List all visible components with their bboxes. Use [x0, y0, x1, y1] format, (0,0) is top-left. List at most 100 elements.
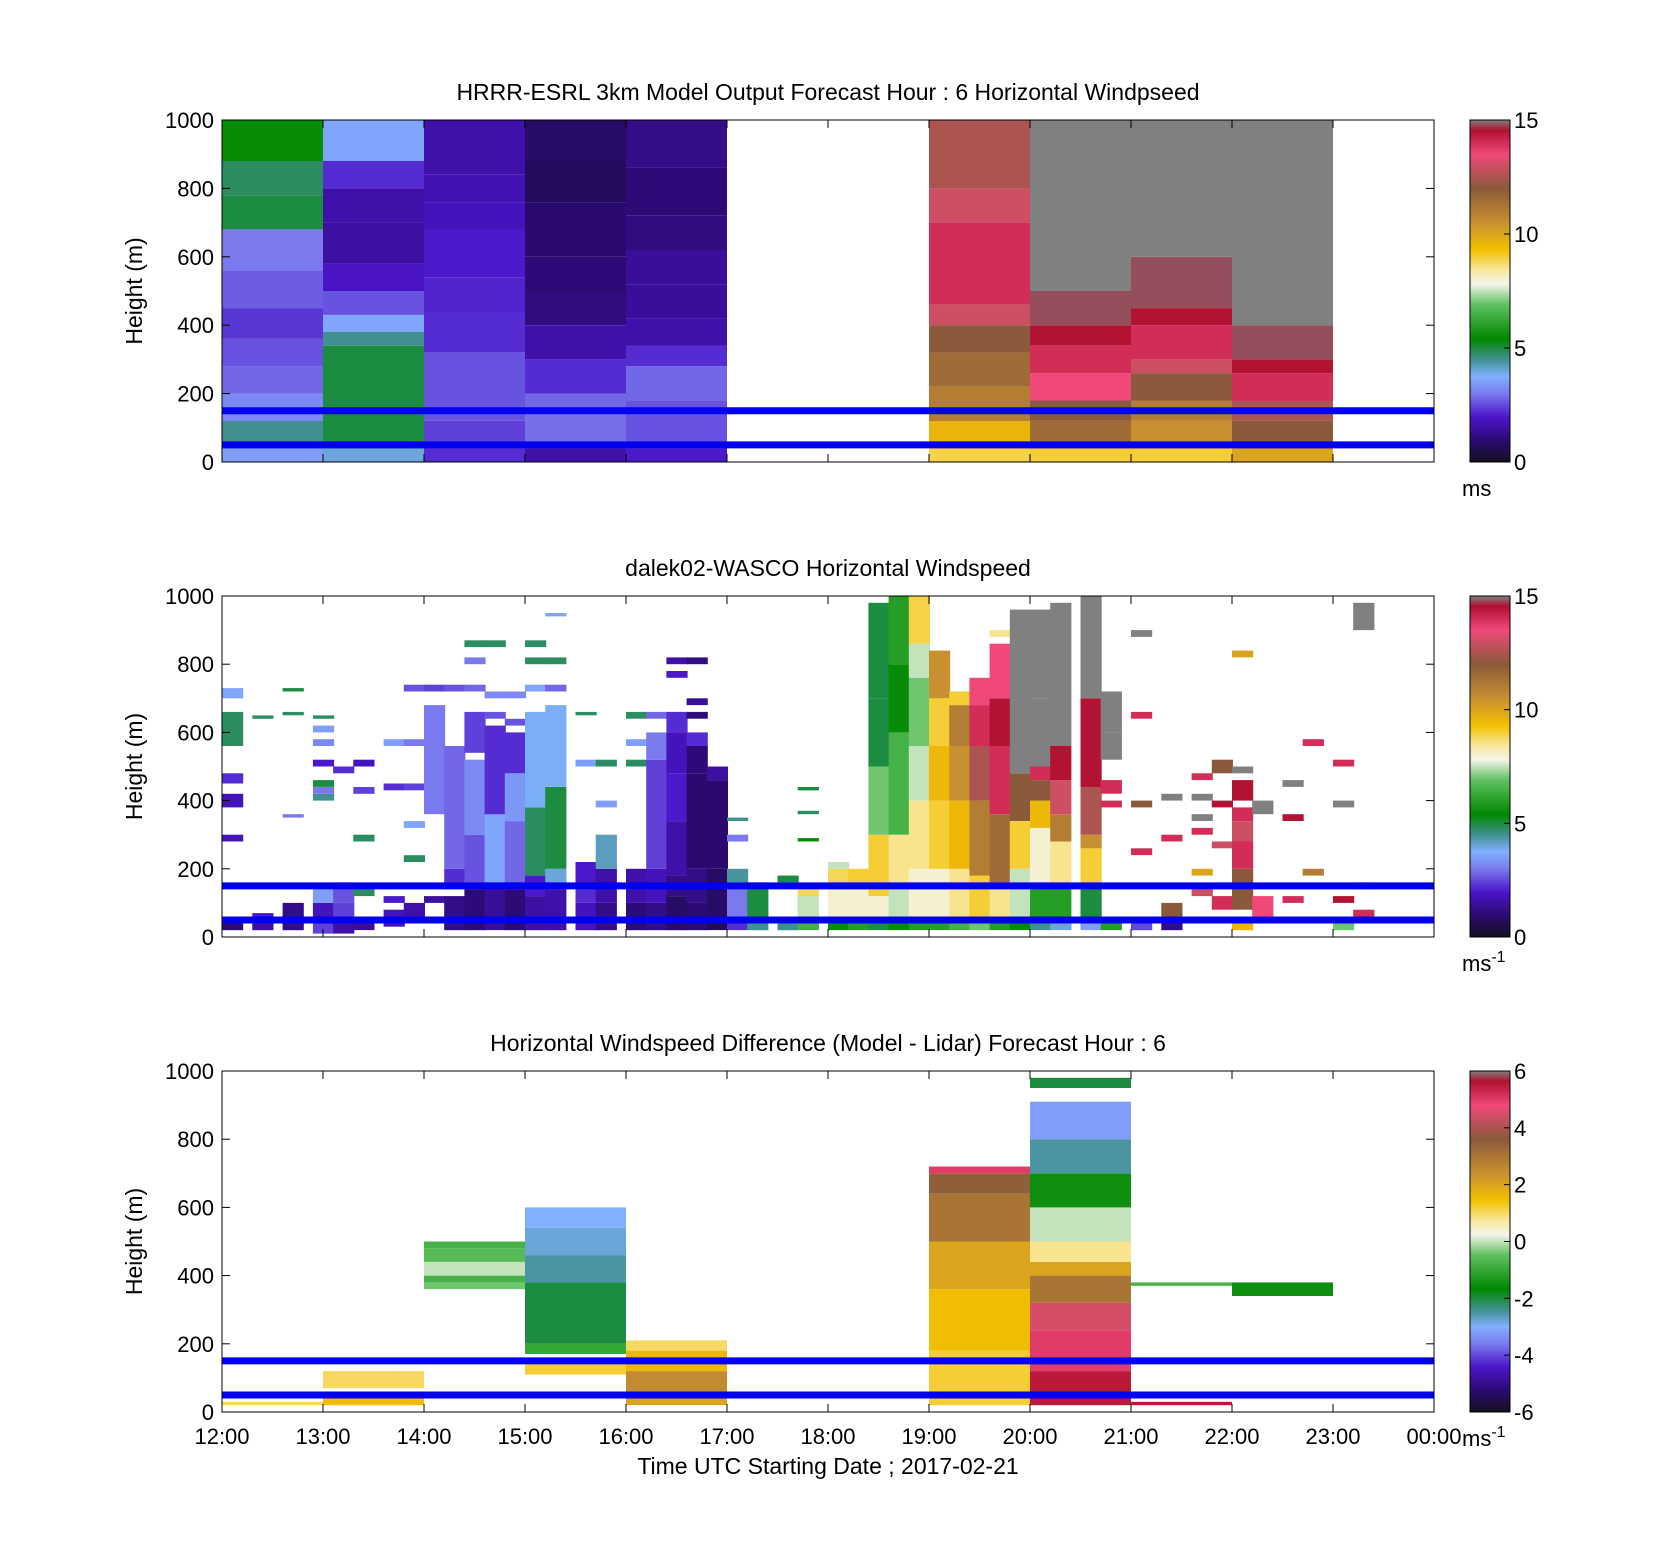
data-cell-2-25-4	[797, 810, 819, 815]
data-cell-1-1-9	[323, 161, 424, 189]
data-cell-1-3-9	[525, 120, 626, 161]
y-tick-label: 200	[177, 1332, 214, 1357]
colorbar-tick-label: 15	[1514, 108, 1538, 133]
data-cell-2-22-2	[727, 868, 749, 883]
data-cell-2-49-0	[1353, 909, 1375, 917]
data-cell-2-16-3	[595, 800, 617, 808]
data-cell-1-2-8	[424, 174, 525, 203]
data-cell-2-35-1	[1009, 868, 1031, 917]
data-cell-3-7-0	[1131, 1401, 1232, 1406]
data-cell-2-35-4	[1009, 609, 1031, 774]
data-cell-2-18-2	[646, 841, 668, 869]
data-cell-3-3-5	[525, 1207, 626, 1228]
data-cell-2-36-1	[1030, 882, 1052, 917]
data-cell-3-5-5	[929, 1166, 1030, 1174]
y-tick-label: 600	[177, 245, 214, 270]
data-cell-2-33-3	[969, 746, 991, 801]
data-cell-2-44-3	[1232, 821, 1254, 842]
data-cell-2-45-0	[1252, 896, 1274, 917]
data-cell-3-5-3	[929, 1193, 1030, 1242]
data-cell-2-24-0	[777, 923, 799, 931]
data-cell-1-8-0	[1232, 448, 1333, 462]
data-cell-2-14-6	[545, 613, 567, 617]
data-cell-2-15-2	[575, 862, 597, 883]
data-cell-2-3-6	[312, 759, 335, 767]
data-cell-1-0-0	[222, 448, 323, 462]
colorbar-tick-label: 0	[1514, 450, 1526, 475]
data-cell-3-2-1	[424, 1275, 525, 1283]
data-cell-3-6-4	[1030, 1262, 1131, 1276]
data-cell-2-14-4	[545, 684, 567, 692]
data-cell-2-48-2	[1333, 800, 1355, 808]
data-cell-3-6-3	[1030, 1275, 1131, 1303]
data-cell-2-40-3	[1131, 711, 1153, 719]
data-cell-2-6-1	[383, 896, 405, 903]
data-cell-1-2-4	[424, 311, 525, 353]
data-cell-2-7-2	[403, 821, 425, 828]
data-cell-2-44-2	[1232, 841, 1254, 869]
y-tick-label: 400	[177, 313, 214, 338]
data-cell-1-6-4	[1030, 345, 1131, 374]
data-cell-2-35-2	[1009, 821, 1031, 869]
data-cell-2-37-4	[1050, 780, 1072, 815]
data-cell-2-44-0	[1232, 923, 1254, 931]
y-tick-label: 800	[177, 1127, 214, 1152]
data-cell-1-3-3	[525, 359, 626, 394]
y-axis-label: Height (m)	[121, 1188, 147, 1295]
data-cell-2-10-3	[464, 711, 486, 753]
data-cell-1-3-0	[525, 448, 626, 462]
data-cell-2-5-1	[353, 885, 375, 897]
x-tick-label: 15:00	[497, 1424, 552, 1449]
data-cell-2-8-1	[424, 896, 446, 903]
colorbar-tick-label: 2	[1514, 1173, 1526, 1198]
data-cell-2-19-3	[666, 773, 688, 821]
data-cell-1-0-10	[222, 120, 323, 161]
data-cell-1-7-6	[1131, 308, 1232, 326]
data-cell-2-21-2	[706, 780, 728, 869]
data-cell-2-29-3	[888, 732, 910, 835]
data-cell-2-34-5	[989, 643, 1011, 699]
data-cell-2-12-1	[504, 821, 526, 890]
data-cell-1-8-4	[1232, 359, 1333, 374]
y-tick-label: 1000	[165, 584, 214, 609]
data-cell-2-41-0	[1161, 923, 1183, 931]
data-cell-1-0-6	[222, 270, 323, 309]
data-cell-2-31-4	[929, 698, 951, 746]
data-cell-2-9-0	[444, 896, 466, 931]
data-cell-2-18-5	[646, 711, 668, 719]
data-cell-1-2-3	[424, 352, 525, 401]
data-cell-2-16-2	[595, 834, 617, 869]
data-cell-1-4-9	[626, 120, 727, 168]
data-cell-2-36-6	[1030, 698, 1052, 767]
y-tick-label: 0	[202, 450, 214, 475]
data-cell-2-3-9	[312, 715, 335, 719]
y-tick-label: 800	[177, 176, 214, 201]
data-cell-2-20-5	[686, 711, 708, 719]
colorbar	[1469, 1070, 1511, 1413]
colorbar-tick-label: -4	[1514, 1343, 1534, 1368]
data-cell-1-1-3	[323, 332, 424, 346]
data-cell-1-6-0	[1030, 448, 1131, 462]
data-cell-2-31-3	[929, 746, 951, 801]
data-cell-2-23-1	[747, 882, 769, 924]
data-cell-2-36-7	[1030, 609, 1052, 699]
data-cell-2-1-2	[252, 715, 274, 719]
data-cell-1-4-3	[626, 345, 727, 367]
data-cell-2-21-1	[706, 868, 728, 917]
data-cell-2-3-3	[312, 793, 335, 801]
data-cell-2-18-4	[646, 732, 668, 760]
data-cell-2-3-1	[312, 902, 335, 917]
data-cell-3-5-1	[929, 1289, 1030, 1351]
data-cell-2-37-5	[1050, 746, 1072, 781]
data-cell-2-10-4	[464, 684, 486, 692]
data-cell-1-5-5	[929, 304, 1030, 326]
colorbar-unit: ms-1	[1462, 1424, 1506, 1451]
data-cell-2-10-5	[464, 657, 486, 665]
x-tick-label: 19:00	[901, 1424, 956, 1449]
data-cell-2-43-3	[1211, 841, 1233, 849]
data-cell-2-19-7	[666, 657, 688, 665]
data-cell-1-8-6	[1232, 120, 1333, 326]
data-cell-2-8-2	[424, 705, 446, 815]
data-cell-2-44-6	[1232, 766, 1254, 774]
colorbar-tick-label: 6	[1514, 1059, 1526, 1084]
